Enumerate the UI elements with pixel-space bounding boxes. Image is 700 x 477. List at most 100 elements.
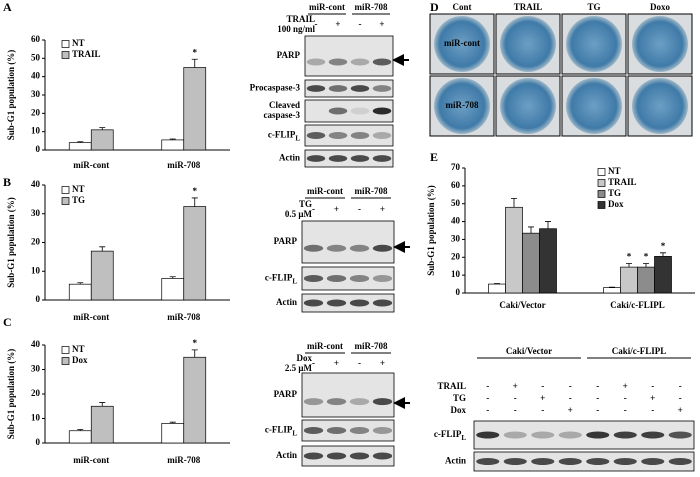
bar (68, 430, 92, 444)
error-bar (77, 429, 84, 431)
legend-label: Dox (72, 355, 88, 365)
treatment-label: TG (299, 199, 312, 209)
treatment-sign: - (312, 358, 315, 368)
y-tick-label: 50 (451, 198, 461, 208)
blot-band (372, 155, 392, 162)
legend-label: TRAIL (608, 177, 637, 187)
row-label: Cleaved (269, 100, 300, 110)
y-tick-label: 30 (31, 364, 41, 374)
treatment-sign: + (380, 204, 385, 214)
error-bar (626, 263, 632, 268)
photo-row-label: miR-cont (444, 38, 480, 48)
bar (603, 287, 621, 294)
photo-row-label: miR-708 (446, 100, 479, 110)
row-label: c-FLIPL (268, 130, 301, 143)
row-label: Actin (276, 297, 297, 307)
row-label-text: Cleaved (269, 100, 300, 110)
blot-band (303, 452, 324, 460)
treatment-sign: + (540, 393, 545, 403)
plate (500, 16, 556, 72)
blot-band (350, 58, 370, 66)
blot-band (476, 458, 500, 465)
row-label: Actin (279, 153, 300, 163)
treatment-sign: - (514, 393, 517, 403)
blot-band (326, 275, 347, 282)
y-tick-label: 50 (31, 52, 41, 62)
error-bar (511, 197, 517, 208)
treatment-sign: - (569, 381, 572, 391)
bar (654, 256, 672, 294)
treatment-sign: - (624, 405, 627, 415)
y-axis-label: Sub-G1 population (%) (6, 197, 16, 288)
x-tick-label: Caki/Vector (499, 300, 545, 310)
blot-strip (304, 124, 394, 147)
bar (68, 142, 92, 151)
x-tick-label: miR-708 (167, 455, 200, 465)
bar (620, 266, 638, 294)
plate (566, 16, 622, 72)
treatment-sign: - (541, 381, 544, 391)
blot-band (303, 244, 324, 252)
legend-swatch (597, 179, 606, 187)
bar (161, 139, 185, 151)
treatment-sign: + (334, 204, 339, 214)
blot-band (558, 431, 582, 439)
y-tick-label: 20 (31, 388, 41, 398)
treatment-sign: - (541, 405, 544, 415)
group-label: miR-cont (307, 341, 343, 351)
treatment-sign: - (486, 405, 489, 415)
legend-swatch (61, 40, 70, 48)
blot-band (328, 107, 348, 115)
treatment-sign: + (334, 358, 339, 368)
bar (68, 283, 92, 301)
blot-band (558, 458, 582, 465)
blot-band (350, 107, 370, 115)
blot-band (668, 458, 692, 465)
legend-swatch (61, 186, 70, 194)
row-label-text: Actin (276, 297, 297, 307)
blot-band (350, 132, 370, 139)
legend-label: NT (608, 166, 621, 176)
treatment-sign: - (486, 393, 489, 403)
treatment-sign: + (568, 405, 573, 415)
blot-band (349, 299, 370, 307)
y-tick-label: 60 (451, 180, 461, 190)
blot-band (326, 398, 347, 406)
bar (161, 278, 185, 301)
row-label: Actin (276, 450, 297, 460)
bar (505, 206, 523, 294)
error-bar (169, 421, 176, 424)
y-tick-label: 30 (31, 208, 41, 218)
legend-label: Dox (608, 199, 624, 209)
error-bar (191, 349, 198, 358)
legend-swatch (597, 190, 606, 198)
blot-band (306, 85, 326, 92)
panel-label: C (3, 315, 12, 329)
y-tick-label: 10 (31, 126, 41, 136)
y-tick-label: 0 (36, 437, 41, 447)
blot-band (328, 132, 348, 139)
x-tick-label: miR-cont (73, 312, 109, 322)
x-tick-label: miR-cont (73, 455, 109, 465)
blot-band (349, 275, 370, 282)
plate (632, 16, 688, 72)
blot-strip (301, 445, 395, 467)
row-label-sub: L (461, 434, 466, 442)
treatment-sign: - (596, 381, 599, 391)
row-label-text: PARP (274, 389, 298, 399)
legend-swatch (61, 51, 70, 59)
photo-column-label: TG (587, 2, 600, 12)
y-tick-label: 20 (31, 237, 41, 247)
row-label-text: c-FLIP (265, 425, 293, 435)
y-axis-label: Sub-G1 population (%) (6, 349, 16, 440)
treatment-sign: - (358, 204, 361, 214)
error-bar (169, 138, 176, 140)
y-tick-label: 60 (31, 34, 41, 44)
blot-band (372, 58, 392, 66)
row-label-sub: L (295, 134, 300, 142)
row-label: caspase-3 (264, 110, 301, 120)
treatment-sign: - (358, 358, 361, 368)
y-tick-label: 0 (36, 294, 41, 304)
blot-band (372, 427, 393, 434)
error-bar (660, 252, 666, 257)
